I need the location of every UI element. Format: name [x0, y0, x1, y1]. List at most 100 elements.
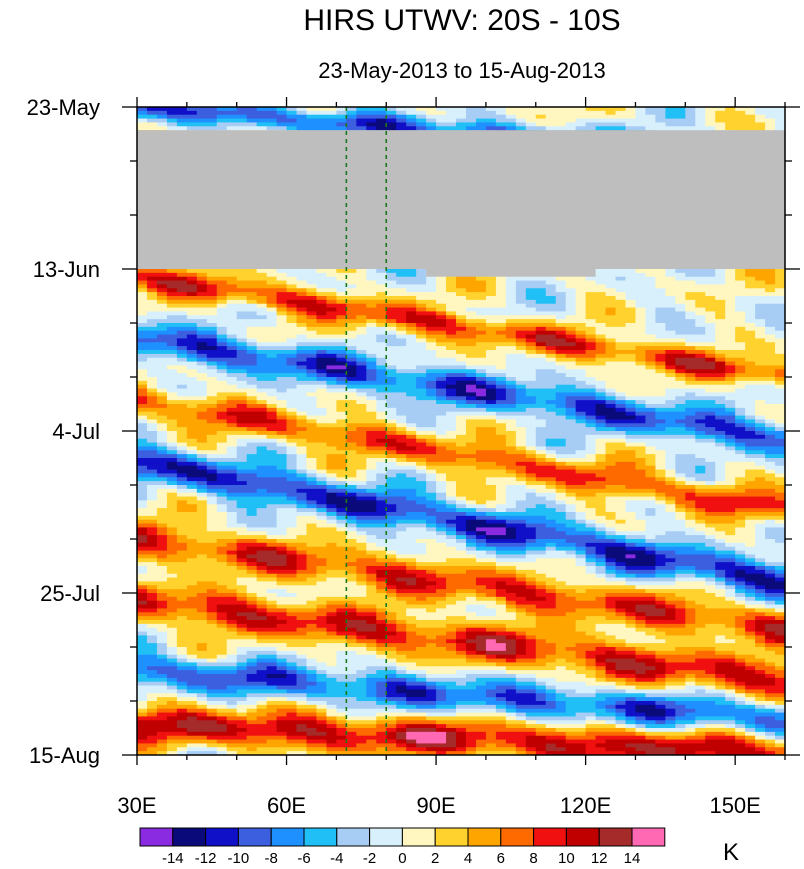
heatmap-cell: [665, 388, 676, 394]
heatmap-cell: [256, 384, 268, 390]
heatmap-cell: [595, 110, 607, 116]
heatmap-cell: [196, 334, 208, 340]
heatmap-cell: [585, 319, 597, 324]
heatmap-cell: [286, 118, 298, 124]
heatmap-cell: [755, 342, 766, 347]
heatmap-cell: [775, 319, 785, 324]
heatmap-cell: [386, 342, 397, 347]
heatmap-cell: [186, 114, 198, 120]
heatmap-cell: [695, 126, 706, 131]
heatmap-cell: [485, 338, 497, 343]
heatmap-cell: [725, 326, 736, 332]
heatmap-cell: [525, 284, 537, 289]
heatmap-cell: [635, 392, 647, 397]
heatmap-cell: [475, 377, 487, 382]
heatmap-cell: [505, 319, 517, 324]
heatmap-cell: [366, 388, 377, 394]
heatmap-cell: [705, 307, 716, 313]
heatmap-cell: [356, 114, 367, 120]
heatmap-cell: [765, 284, 776, 289]
heatmap-cell: [665, 299, 676, 305]
heatmap-cell: [386, 377, 397, 382]
heatmap-cell: [246, 284, 258, 289]
heatmap-cell: [146, 357, 158, 363]
heatmap-cell: [615, 272, 627, 278]
heatmap-cell: [475, 380, 487, 386]
heatmap-cell: [416, 330, 427, 336]
heatmap-cell: [725, 118, 736, 124]
heatmap-cell: [715, 126, 726, 131]
heatmap-cell: [436, 288, 447, 293]
heatmap-cell: [625, 350, 637, 355]
heatmap-cell: [326, 307, 337, 313]
heatmap-cell: [735, 110, 746, 116]
heatmap-cell: [306, 122, 318, 127]
heatmap-cell: [436, 400, 447, 405]
heatmap-cell: [705, 346, 716, 351]
heatmap-cell: [436, 392, 447, 397]
heatmap-cell: [446, 373, 457, 378]
heatmap-cell: [266, 388, 278, 394]
heatmap-cell: [725, 353, 736, 359]
heatmap-cell: [575, 392, 587, 397]
heatmap-cell: [735, 296, 746, 301]
heatmap-cell: [695, 350, 706, 355]
heatmap-cell: [755, 299, 766, 305]
heatmap-cell: [725, 110, 736, 116]
heatmap-cell: [645, 392, 656, 397]
heatmap-cell: [306, 107, 318, 112]
heatmap-cell: [306, 350, 318, 355]
heatmap-cell: [166, 342, 178, 347]
heatmap-cell: [146, 114, 158, 120]
heatmap-cell: [296, 299, 308, 305]
heatmap-cell: [386, 319, 397, 324]
heatmap-cell: [695, 369, 706, 374]
heatmap-cell: [545, 299, 557, 305]
heatmap-cell: [575, 323, 587, 328]
heatmap-cell: [555, 303, 567, 309]
heatmap-cell: [565, 107, 577, 112]
heatmap-cell: [675, 114, 686, 120]
heatmap-cell: [775, 272, 785, 278]
heatmap-cell: [515, 122, 527, 127]
heatmap-cell: [705, 303, 716, 309]
heatmap-cell: [615, 334, 627, 340]
heatmap-cell: [336, 326, 347, 332]
heatmap-cell: [615, 122, 627, 127]
heatmap-cell: [256, 114, 268, 120]
heatmap-cell: [745, 319, 756, 324]
heatmap-cell: [226, 377, 238, 382]
heatmap-cell: [775, 280, 785, 286]
heatmap-cell: [725, 373, 736, 378]
heatmap-cell: [695, 280, 706, 286]
heatmap-cell: [605, 292, 617, 297]
heatmap-cell: [675, 400, 686, 405]
heatmap-cell: [406, 303, 417, 309]
heatmap-cell: [775, 338, 785, 343]
heatmap-cell: [206, 384, 218, 390]
heatmap-cell: [725, 296, 736, 301]
heatmap-cell: [326, 353, 337, 359]
heatmap-cell: [236, 288, 248, 293]
heatmap-cell: [296, 330, 308, 336]
heatmap-cell: [665, 292, 676, 297]
heatmap-cell: [346, 311, 357, 316]
heatmap-cell: [555, 365, 567, 370]
heatmap-cell: [286, 315, 298, 320]
heatmap-cell: [137, 365, 148, 370]
heatmap-cell: [226, 118, 238, 124]
heatmap-cell: [236, 342, 248, 347]
heatmap-cell: [286, 303, 298, 309]
heatmap-cell: [436, 346, 447, 351]
heatmap-cell: [226, 380, 238, 386]
heatmap-cell: [775, 292, 785, 297]
heatmap-cell: [555, 276, 567, 282]
heatmap-cell: [755, 311, 766, 316]
heatmap-cell: [396, 326, 407, 332]
heatmap-cell: [206, 373, 218, 378]
heatmap-cell: [735, 311, 746, 316]
heatmap-cell: [535, 122, 547, 127]
heatmap-cell: [515, 373, 527, 378]
heatmap-cell: [655, 346, 666, 351]
heatmap-cell: [326, 388, 337, 394]
